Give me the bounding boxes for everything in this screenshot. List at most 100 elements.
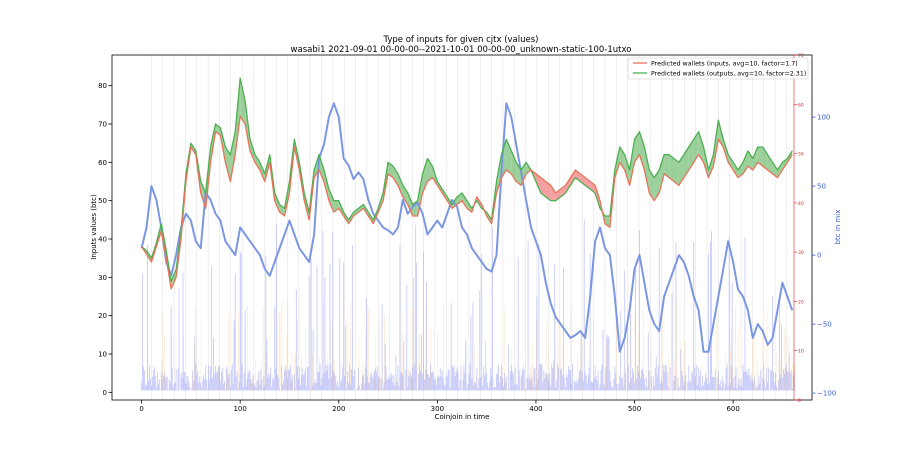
x-tick-label: 100 [233, 405, 246, 413]
fill-segment [353, 208, 359, 216]
y2-tick-label: 100 [817, 114, 830, 122]
fill-segment [673, 158, 679, 186]
red-tick-label: 40 [798, 201, 804, 207]
x-tick-label: 200 [332, 405, 345, 413]
series-line-btc-in-mix [140, 102, 794, 353]
fill-segment [678, 154, 684, 186]
fill-segment [540, 177, 546, 197]
fill-segment [427, 158, 433, 182]
fill-segment [230, 131, 236, 182]
y-tick-label: 50 [98, 197, 107, 205]
fill-segment [279, 204, 285, 216]
fill-segment [693, 131, 699, 163]
fill-segment [328, 189, 334, 213]
y2-tick-label: −100 [817, 390, 836, 398]
fill-segment [388, 162, 393, 178]
series-line-inputs [141, 115, 793, 290]
fill-segment [669, 154, 674, 182]
fill-segment [639, 131, 645, 170]
red-tick-label: 0 [798, 398, 801, 404]
x-axis-label: Coinjoin in time [435, 413, 490, 421]
y-axis-label: Inputs values (btc) [90, 194, 98, 260]
fill-segment [511, 150, 517, 182]
fill-segment [240, 78, 246, 124]
y-tick-label: 0 [103, 389, 107, 397]
fill-segment [624, 154, 630, 186]
fill-segment [565, 177, 571, 193]
red-tick-label: 10 [798, 349, 804, 355]
fill-segment [319, 154, 324, 182]
chart-subtitle: wasabi1 2021-09-01 00-00-00--2021-10-01 … [291, 45, 632, 55]
x-tick-label: 400 [529, 405, 542, 413]
legend-label-inputs: Predicted wallets (inputs, avg=10, facto… [651, 61, 798, 68]
fill-segment [777, 162, 783, 178]
fill-segment [333, 200, 339, 213]
x-axis: 0 100 200 300 400 500 600 [139, 400, 740, 413]
red-tick-label: 20 [798, 299, 804, 305]
fill-segment [575, 170, 581, 182]
y-axis-red: 0 10 20 30 40 50 60 70 [793, 53, 804, 404]
fill-segment [649, 170, 655, 201]
y-tick-label: 80 [98, 82, 107, 90]
fill-segment [659, 154, 665, 193]
y-tick-label: 40 [98, 236, 107, 244]
fill-segment [738, 162, 743, 178]
y2-axis-label: btc in mix [834, 210, 842, 245]
y-tick-label: 30 [98, 274, 107, 282]
fill-segment [570, 170, 576, 186]
fill-segment [259, 162, 265, 182]
x-tick-label: 300 [431, 405, 444, 413]
fill-segment [733, 162, 739, 178]
y-axis-left: 0 10 20 30 40 50 60 70 80 [98, 82, 112, 397]
y-tick-label: 70 [98, 121, 107, 129]
fill-segment [545, 181, 551, 201]
y2-tick-label: 0 [817, 252, 821, 260]
fill-segment [580, 173, 586, 186]
fill-segment [323, 170, 329, 201]
fill-segment [757, 147, 763, 167]
x-tick-label: 0 [139, 405, 143, 413]
y-tick-label: 10 [98, 351, 107, 359]
fill-segment [683, 147, 689, 178]
legend-box [627, 57, 809, 80]
fill-segment [397, 173, 403, 197]
difference-fills [141, 78, 793, 289]
fill-segment [254, 154, 260, 170]
chart-title: Type of inputs for given cjtx (values) [383, 35, 539, 45]
red-tick-label: 50 [798, 152, 804, 158]
fill-segment [664, 154, 670, 178]
fill-segment [728, 154, 734, 170]
series-lines [140, 77, 794, 353]
fill-segment [688, 139, 694, 170]
plot-frame [111, 54, 813, 401]
fill-segment [171, 269, 177, 289]
fill-segment [590, 181, 596, 193]
red-tick-label: 60 [798, 102, 804, 108]
fill-segment [747, 150, 753, 170]
red-tick-label: 30 [798, 250, 804, 256]
y2-tick-label: 50 [817, 183, 826, 191]
fill-segment [407, 193, 413, 216]
vertical-lines [151, 55, 787, 400]
fill-segment [585, 177, 591, 190]
red-tick-label: 70 [798, 53, 804, 59]
fill-segment [644, 147, 650, 193]
fill-segment [535, 173, 541, 193]
legend: Predicted wallets (inputs, avg=10, facto… [627, 57, 809, 80]
fill-segment [698, 131, 704, 163]
series-line-outputs [141, 77, 793, 282]
x-tick-label: 500 [628, 405, 641, 413]
fill-segment [742, 150, 748, 174]
y-tick-label: 20 [98, 312, 107, 320]
fill-segment [274, 193, 280, 213]
fill-segment [392, 166, 398, 186]
value-bars [141, 218, 795, 391]
x-tick-label: 600 [726, 405, 739, 413]
fill-segment [402, 185, 408, 205]
fill-segment [462, 193, 467, 209]
y2-tick-label: −50 [817, 321, 832, 329]
y-axis-right: −100 −50 0 50 100 [812, 114, 836, 398]
legend-label-outputs: Predicted wallets (outputs, avg=10, fact… [651, 71, 806, 78]
fill-segment [767, 154, 773, 174]
